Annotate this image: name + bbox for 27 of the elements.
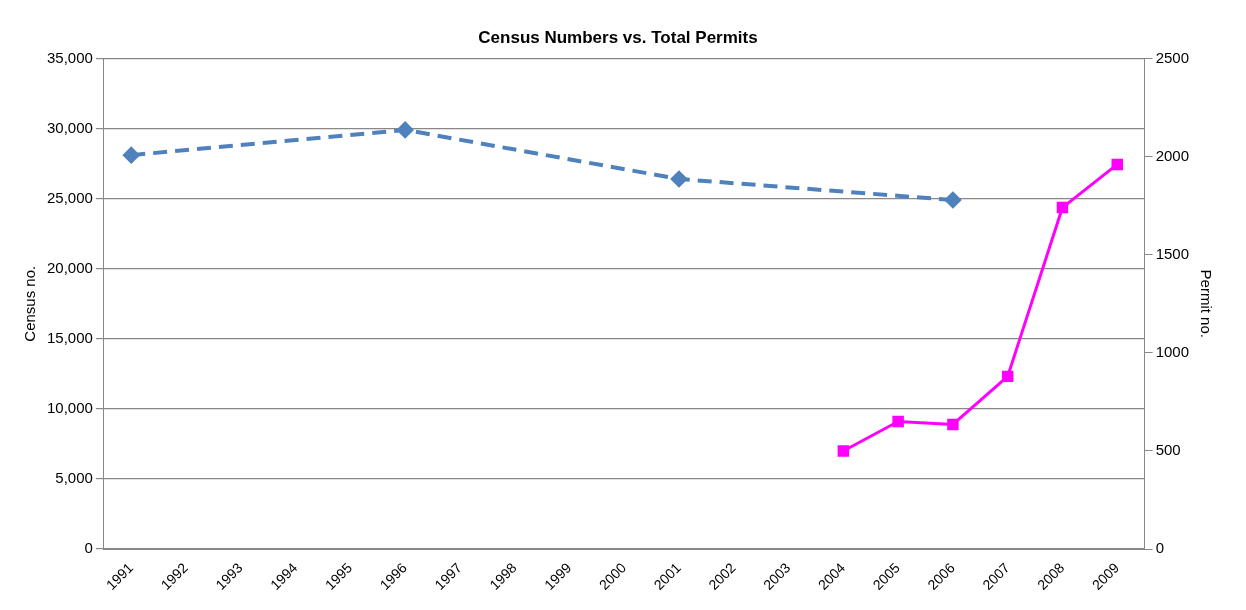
point xyxy=(1001,370,1014,383)
point xyxy=(947,418,959,431)
point xyxy=(1056,201,1069,214)
y-tick-label: 15,000 xyxy=(46,328,93,346)
y-axis-title: Census no. xyxy=(21,265,39,342)
point xyxy=(1111,158,1123,171)
y-tick-label: 20,000 xyxy=(46,258,93,276)
point xyxy=(671,170,688,187)
point xyxy=(123,147,140,164)
chart-title: Census Numbers vs. Total Permits xyxy=(478,27,758,47)
point xyxy=(397,121,414,138)
y-tick-label: 0 xyxy=(84,539,93,557)
y2-tick-label: 0 xyxy=(1155,539,1164,557)
y2-tick-label: 1500 xyxy=(1155,244,1190,262)
point xyxy=(837,445,850,457)
y2-tick-label: 1000 xyxy=(1155,342,1190,360)
y2-tick-label: 2000 xyxy=(1155,146,1190,164)
y-tick-label: 30,000 xyxy=(46,118,93,136)
y-tick-label: 10,000 xyxy=(46,399,93,417)
y-tick-label: 35,000 xyxy=(46,48,93,66)
y2-tick-label: 500 xyxy=(1155,441,1181,459)
y2-tick-label: 2500 xyxy=(1155,48,1190,66)
point xyxy=(944,192,961,208)
point xyxy=(892,415,904,428)
y-tick-label: 5,000 xyxy=(55,469,93,487)
y-tick-label: 25,000 xyxy=(46,188,93,206)
y2-axis-title: Permit no. xyxy=(1197,269,1215,338)
